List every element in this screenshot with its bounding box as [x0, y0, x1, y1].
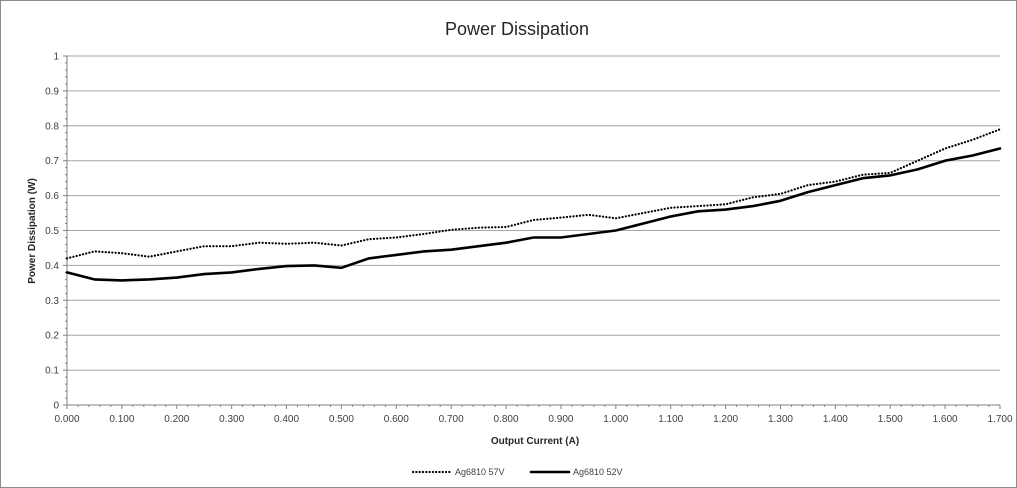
x-tick-label: 0.800: [494, 414, 519, 425]
series-line-ag6810-57v: [65, 128, 1002, 260]
y-tick-label: 0.8: [45, 121, 59, 132]
y-tick-label: 0.1: [45, 366, 59, 377]
x-tick-label: 1.200: [713, 414, 738, 425]
y-axis-title: Power Dissipation (W): [27, 178, 38, 284]
grid-lines: [67, 55, 1000, 371]
x-tick-label: 0.000: [54, 414, 79, 425]
x-tick-label: 1.400: [823, 414, 848, 425]
legend: Ag6810 57V Ag6810 52V: [411, 467, 623, 477]
y-tick-label: 0.7: [45, 156, 59, 167]
y-tick-label: 0.2: [45, 331, 59, 342]
series-group: [65, 128, 1002, 282]
y-tick-label: 0.4: [45, 261, 59, 272]
chart-title: Power Dissipation: [445, 19, 589, 39]
x-tick-label: 0.500: [329, 414, 354, 425]
x-tick-label: 1.700: [987, 414, 1012, 425]
y-tick-label: 0.6: [45, 191, 59, 202]
x-tick-label: 1.500: [878, 414, 903, 425]
x-tick-label: 0.200: [164, 414, 189, 425]
y-tick-label: 0.3: [45, 296, 59, 307]
y-axis-ticks: 0 0.1 0.2 0.3 0.4 0.5 0.6 0.7 0.8 0.9 1: [45, 52, 67, 412]
x-tick-label: 0.900: [548, 414, 573, 425]
y-tick-label: 1: [53, 52, 59, 63]
x-tick-label: 1.100: [658, 414, 683, 425]
x-axis-title: Output Current (A): [491, 436, 579, 447]
x-tick-label: 0.700: [439, 414, 464, 425]
y-tick-label: 0: [53, 401, 59, 412]
y-tick-label: 0.5: [45, 226, 59, 237]
x-tick-label: 1.300: [768, 414, 793, 425]
x-tick-label: 0.300: [219, 414, 244, 425]
x-tick-label: 1.600: [933, 414, 958, 425]
y-tick-label: 0.9: [45, 86, 59, 97]
legend-label-ag6810-52v: Ag6810 52V: [573, 467, 623, 477]
x-tick-label: 0.600: [384, 414, 409, 425]
x-tick-label: 0.100: [109, 414, 134, 425]
x-tick-label: 1.000: [603, 414, 628, 425]
legend-label-ag6810-57v: Ag6810 57V: [455, 467, 505, 477]
x-tick-label: 0.400: [274, 414, 299, 425]
x-axis-ticks: 0.000 0.100 0.200 0.300 0.400 0.500 0.600 0.700…: [54, 405, 1013, 425]
series-line-ag6810-52v: [65, 147, 1002, 282]
